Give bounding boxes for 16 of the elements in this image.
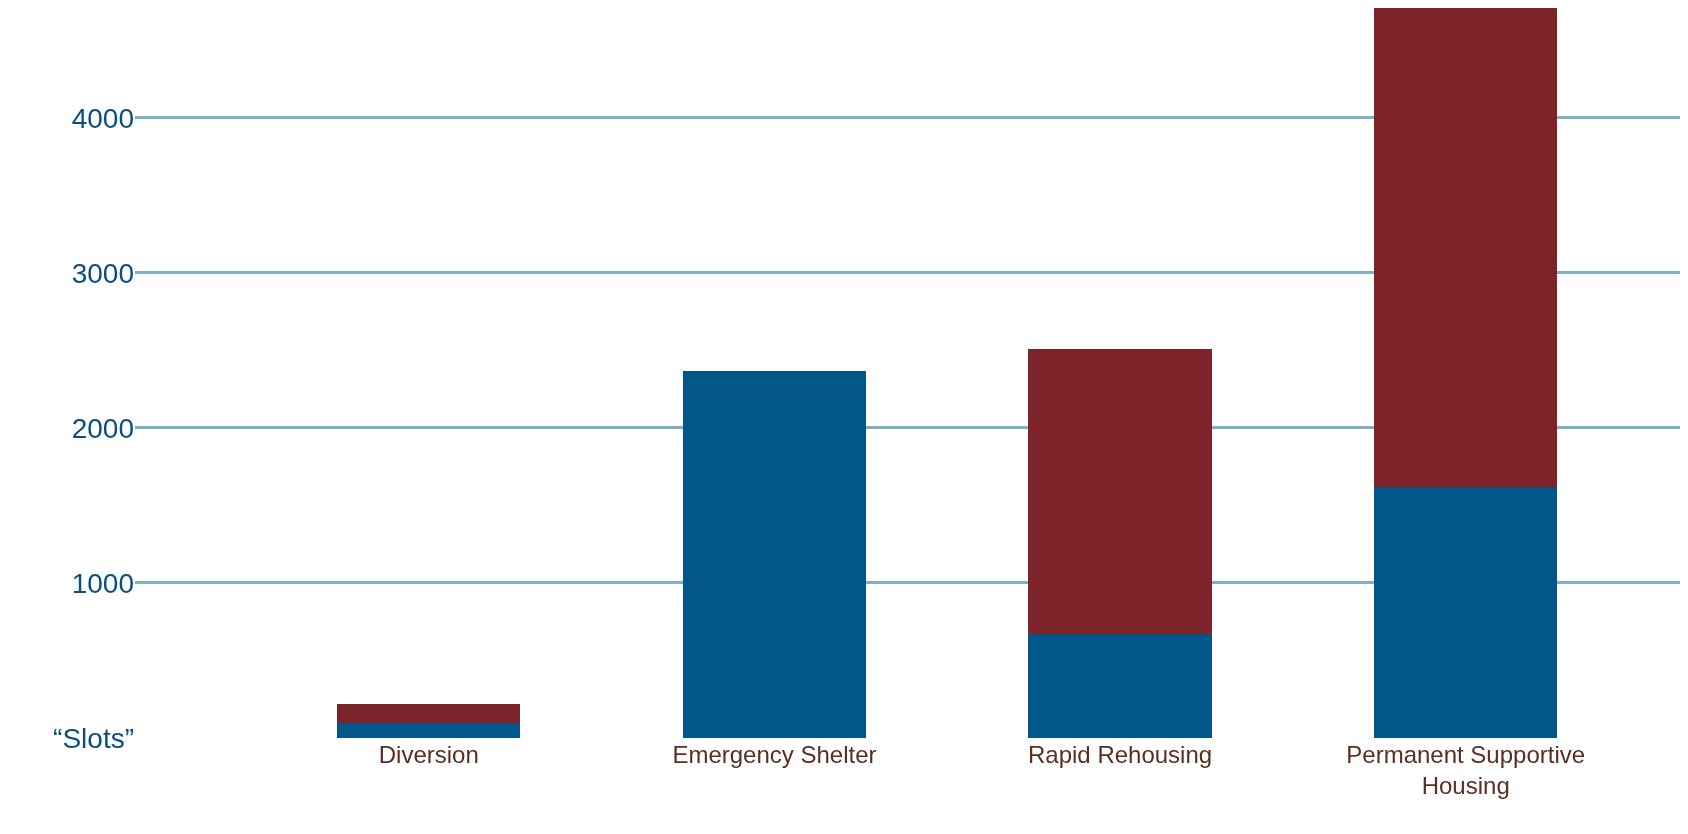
bar — [1028, 634, 1212, 738]
y-tick-label: “Slots” — [53, 722, 134, 754]
bar — [1374, 486, 1558, 738]
bar — [682, 370, 867, 738]
bar — [1374, 7, 1558, 487]
x-tick-label: Emergency Shelter — [672, 741, 877, 768]
x-tick-label: Permanent Supportive Housing — [1346, 741, 1586, 800]
x-tick-label: Rapid Rehousing — [1028, 741, 1213, 768]
y-tick-label: 3000 — [71, 257, 134, 289]
y-tick-label: 2000 — [71, 412, 134, 444]
bar — [1028, 348, 1212, 635]
y-tick-label: 1000 — [71, 567, 134, 599]
x-tick-label: Diversion — [378, 741, 479, 768]
bar — [337, 703, 521, 723]
bar — [337, 722, 521, 738]
y-tick-label: 4000 — [71, 102, 134, 134]
